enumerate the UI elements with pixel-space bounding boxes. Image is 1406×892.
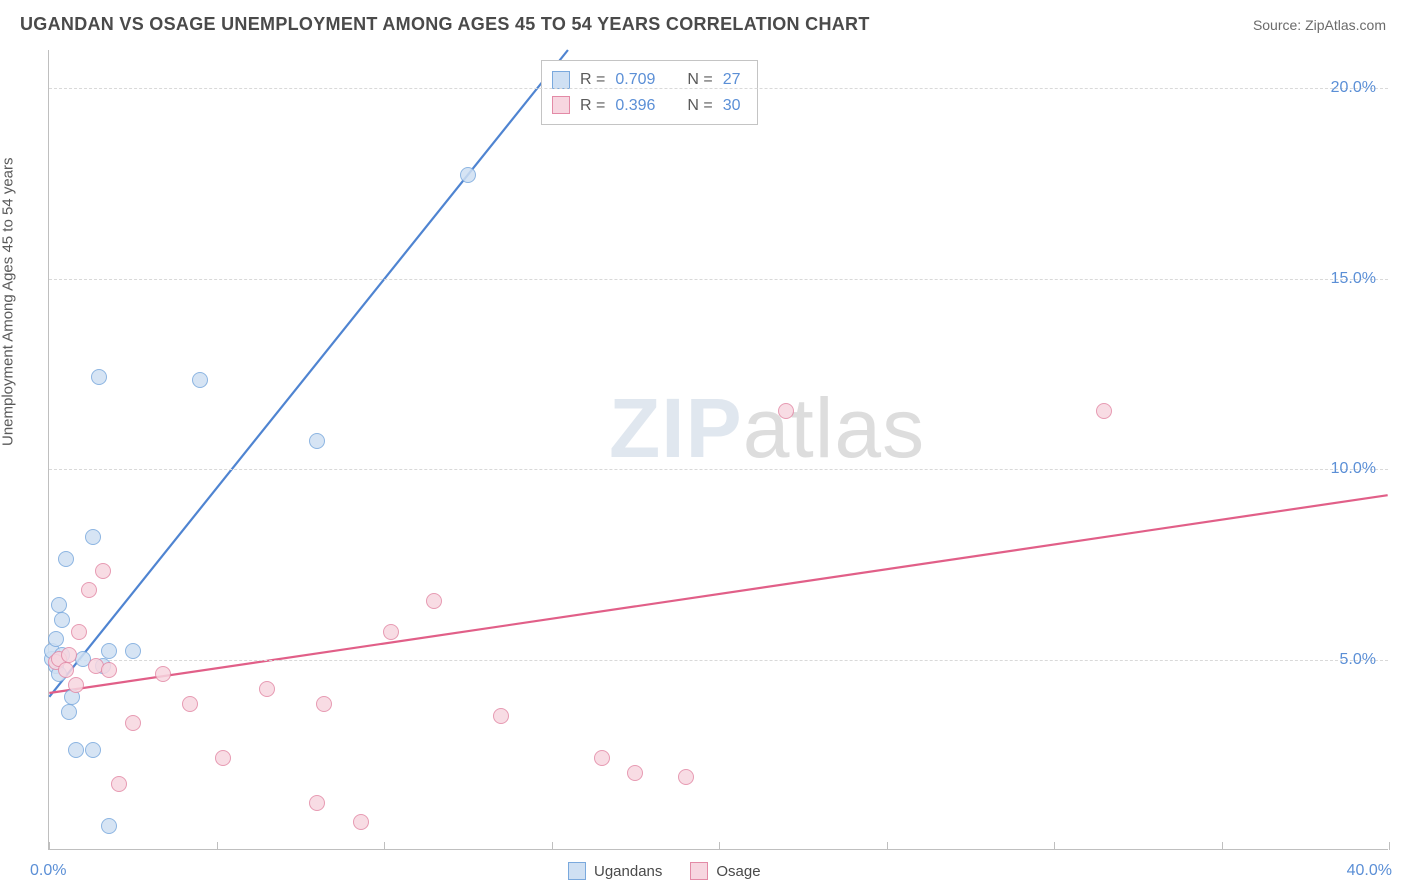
data-point <box>71 624 87 640</box>
x-tick <box>1054 842 1055 850</box>
x-tick <box>384 842 385 850</box>
watermark: ZIPatlas <box>609 380 925 477</box>
y-tick-label: 15.0% <box>1331 270 1376 288</box>
corr-row-osage: R = 0.396 N = 30 <box>552 93 741 119</box>
y-tick-label: 20.0% <box>1331 79 1376 97</box>
data-point <box>91 369 107 385</box>
correlation-legend: R = 0.709 N = 27 R = 0.396 N = 30 <box>541 60 758 125</box>
n-value-osage: 30 <box>723 93 741 119</box>
y-tick-label: 5.0% <box>1340 651 1376 669</box>
source-label: Source: ZipAtlas.com <box>1253 17 1386 33</box>
gridline <box>49 660 1388 661</box>
data-point <box>125 643 141 659</box>
r-value-osage: 0.396 <box>615 93 655 119</box>
watermark-atlas: atlas <box>743 381 925 475</box>
trend-line-ugandans <box>49 50 568 697</box>
y-tick-label: 10.0% <box>1331 460 1376 478</box>
chart-title: UGANDAN VS OSAGE UNEMPLOYMENT AMONG AGES… <box>20 14 870 35</box>
data-point <box>68 677 84 693</box>
data-point <box>309 795 325 811</box>
data-point <box>61 647 77 663</box>
series-legend: Ugandans Osage <box>568 862 761 880</box>
data-point <box>101 818 117 834</box>
n-label: N = <box>687 93 712 119</box>
x-tick-min: 0.0% <box>30 862 66 880</box>
legend-swatch-ugandans-icon <box>568 862 586 880</box>
data-point <box>460 167 476 183</box>
data-point <box>61 704 77 720</box>
data-point <box>58 551 74 567</box>
data-point <box>51 597 67 613</box>
data-point <box>316 696 332 712</box>
legend-swatch-osage-icon <box>690 862 708 880</box>
data-point <box>426 593 442 609</box>
x-tick-max: 40.0% <box>1347 862 1392 880</box>
swatch-ugandans-icon <box>552 71 570 89</box>
data-point <box>215 750 231 766</box>
x-tick <box>1222 842 1223 850</box>
legend-label-ugandans: Ugandans <box>594 863 662 880</box>
data-point <box>95 563 111 579</box>
data-point <box>101 643 117 659</box>
data-point <box>192 372 208 388</box>
data-point <box>68 742 84 758</box>
trend-lines <box>49 50 1388 849</box>
chart-plot-area: ZIPatlas R = 0.709 N = 27 R = 0.396 N = … <box>48 50 1388 850</box>
x-tick <box>49 842 50 850</box>
data-point <box>48 631 64 647</box>
data-point <box>58 662 74 678</box>
data-point <box>627 765 643 781</box>
swatch-osage-icon <box>552 96 570 114</box>
data-point <box>85 529 101 545</box>
data-point <box>259 681 275 697</box>
x-tick <box>887 842 888 850</box>
data-point <box>594 750 610 766</box>
legend-label-osage: Osage <box>716 863 760 880</box>
data-point <box>81 582 97 598</box>
y-axis-label: Unemployment Among Ages 45 to 54 years <box>0 157 17 446</box>
data-point <box>54 612 70 628</box>
data-point <box>111 776 127 792</box>
gridline <box>49 469 1388 470</box>
watermark-zip: ZIP <box>609 381 743 475</box>
gridline <box>49 88 1388 89</box>
data-point <box>383 624 399 640</box>
data-point <box>182 696 198 712</box>
x-tick <box>552 842 553 850</box>
data-point <box>1096 403 1112 419</box>
trend-line-osage <box>49 495 1387 693</box>
data-point <box>309 433 325 449</box>
data-point <box>678 769 694 785</box>
data-point <box>353 814 369 830</box>
data-point <box>778 403 794 419</box>
data-point <box>493 708 509 724</box>
data-point <box>155 666 171 682</box>
data-point <box>85 742 101 758</box>
data-point <box>125 715 141 731</box>
data-point <box>101 662 117 678</box>
r-label: R = <box>580 93 605 119</box>
x-tick <box>217 842 218 850</box>
x-tick <box>1389 842 1390 850</box>
x-tick <box>719 842 720 850</box>
gridline <box>49 279 1388 280</box>
